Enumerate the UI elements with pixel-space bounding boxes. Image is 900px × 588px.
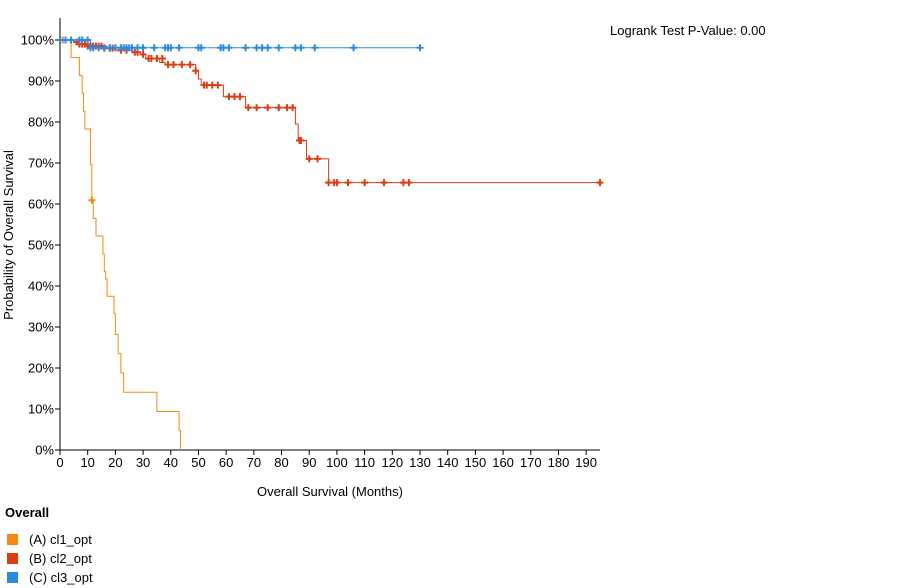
- legend-label-a: (A) cl1_opt: [29, 532, 92, 547]
- censor-mark: [214, 81, 222, 89]
- censor-mark: [314, 155, 322, 163]
- legend-swatch-b: [7, 553, 18, 564]
- censor-mark: [236, 93, 244, 101]
- x-tick-label: 90: [302, 455, 316, 470]
- x-tick-label: 0: [56, 455, 63, 470]
- censor-mark: [197, 44, 205, 52]
- legend-swatch-c: [7, 572, 18, 583]
- y-tick-label: 80%: [28, 115, 54, 130]
- x-tick-label: 110: [354, 455, 375, 470]
- censor-mark: [150, 44, 158, 52]
- survival-curves: [60, 39, 600, 450]
- censor-mark: [244, 104, 252, 112]
- x-tick-label: 20: [108, 455, 122, 470]
- x-tick-label: 180: [548, 455, 570, 470]
- y-tick-label: 60%: [28, 197, 54, 212]
- legend-swatch-a: [7, 534, 18, 545]
- x-tick-label: 80: [274, 455, 288, 470]
- censor-marks: [56, 36, 604, 204]
- x-tick-label: 170: [520, 455, 542, 470]
- censor-mark: [305, 155, 313, 163]
- y-tick-label: 0%: [35, 443, 54, 458]
- x-axis-label: Overall Survival (Months): [257, 484, 403, 499]
- censor-mark: [275, 104, 283, 112]
- censor-mark: [350, 44, 358, 52]
- censor-mark: [139, 50, 147, 58]
- x-tick-label: 150: [465, 455, 487, 470]
- x-tick-label: 60: [219, 455, 233, 470]
- censor-mark: [264, 44, 272, 52]
- x-tick-label: 130: [409, 455, 431, 470]
- x-tick-label: 50: [191, 455, 205, 470]
- censor-mark: [275, 44, 283, 52]
- y-axis: 0% 10% 20% 30% 40% 50% 60% 70% 80% 90% 100%: [21, 18, 61, 458]
- y-tick-label: 50%: [28, 238, 54, 253]
- censor-mark: [88, 196, 96, 204]
- censor-mark: [311, 44, 319, 52]
- censor-mark: [596, 179, 604, 187]
- legend-item-b[interactable]: (B) cl2_opt: [5, 549, 93, 568]
- x-tick-label: 160: [492, 455, 514, 470]
- x-tick-label: 190: [575, 455, 597, 470]
- censor-mark: [289, 104, 297, 112]
- censor-mark: [344, 179, 352, 187]
- y-tick-label: 10%: [28, 402, 54, 417]
- legend-item-c[interactable]: (C) cl3_opt: [5, 568, 93, 587]
- legend-label-c: (C) cl3_opt: [29, 570, 93, 585]
- y-axis-label: Probability of Overall Survival: [1, 150, 16, 320]
- legend-item-a[interactable]: (A) cl1_opt: [5, 530, 93, 549]
- censor-mark: [242, 44, 250, 52]
- x-tick-label: 120: [381, 455, 403, 470]
- censor-mark: [297, 136, 305, 144]
- censor-mark: [361, 179, 369, 187]
- censor-mark: [186, 61, 194, 69]
- censor-mark: [178, 61, 186, 69]
- x-axis: 0 10 20 30 40 50 60 70 80 90 100 110 120 130 140 150 160…: [56, 449, 600, 470]
- censor-mark: [192, 67, 200, 75]
- x-tick-label: 140: [437, 455, 459, 470]
- censor-mark: [297, 44, 305, 52]
- y-tick-label: 30%: [28, 320, 54, 335]
- censor-mark: [264, 104, 272, 112]
- censor-mark: [416, 44, 424, 52]
- censor-mark: [380, 179, 388, 187]
- survival-curve-a: [60, 39, 181, 450]
- censor-mark: [158, 54, 166, 62]
- y-tick-label: 20%: [28, 361, 54, 376]
- censor-mark: [405, 179, 413, 187]
- y-tick-label: 40%: [28, 279, 54, 294]
- censor-mark: [175, 44, 183, 52]
- y-tick-label: 100%: [21, 33, 55, 48]
- logrank-pvalue: Logrank Test P-Value: 0.00: [610, 23, 766, 38]
- censor-mark: [253, 104, 261, 112]
- x-tick-label: 70: [247, 455, 261, 470]
- legend-label-b: (B) cl2_opt: [29, 551, 92, 566]
- legend-title: Overall: [5, 505, 50, 520]
- survival-curve-c: [60, 39, 420, 49]
- y-tick-label: 90%: [28, 74, 54, 89]
- censor-mark: [139, 44, 147, 52]
- y-tick-label: 70%: [28, 156, 54, 171]
- x-tick-label: 40: [164, 455, 178, 470]
- x-tick-label: 10: [80, 455, 94, 470]
- censor-mark: [333, 179, 341, 187]
- censor-mark: [67, 36, 75, 44]
- censor-mark: [167, 44, 175, 52]
- censor-mark: [225, 44, 233, 52]
- survival-curve-b: [60, 39, 600, 184]
- legend: Overall (A) cl1_opt (B) cl2_opt (C) cl3_…: [5, 505, 93, 587]
- x-tick-label: 30: [136, 455, 150, 470]
- x-tick-label: 100: [326, 455, 348, 470]
- censor-mark: [84, 36, 92, 44]
- censor-mark: [170, 61, 178, 69]
